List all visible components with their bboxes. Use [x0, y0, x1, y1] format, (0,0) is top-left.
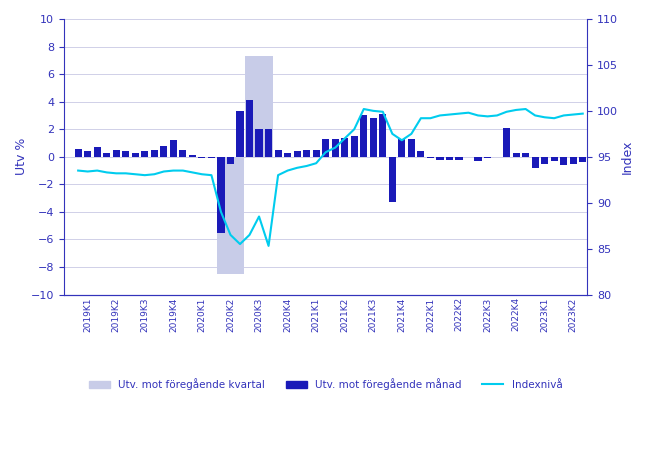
Bar	[293, 151, 300, 157]
Bar	[456, 157, 463, 160]
Bar	[217, 157, 244, 274]
Indexnivå	[160, 169, 167, 174]
Indexnivå	[369, 108, 377, 113]
Bar	[275, 150, 282, 157]
Indexnivå	[360, 106, 368, 112]
Bar	[341, 138, 349, 157]
Bar	[550, 157, 557, 161]
Bar	[436, 157, 443, 160]
Bar	[199, 157, 206, 158]
Bar	[284, 153, 291, 157]
Indexnivå	[74, 168, 82, 173]
Bar	[417, 151, 424, 157]
Indexnivå	[389, 131, 397, 137]
Bar	[313, 150, 320, 157]
Bar	[93, 147, 101, 157]
Indexnivå	[265, 243, 273, 249]
Bar	[322, 139, 329, 157]
Bar	[503, 128, 510, 157]
Bar	[570, 157, 577, 164]
Bar	[332, 139, 339, 157]
Bar	[141, 151, 149, 157]
Line: Indexnivå: Indexnivå	[78, 109, 583, 246]
Bar	[522, 153, 529, 157]
Bar	[427, 157, 434, 158]
Bar	[560, 157, 567, 165]
Bar	[532, 157, 539, 168]
Bar	[256, 129, 263, 157]
Bar	[360, 115, 367, 157]
Bar	[208, 157, 215, 158]
Y-axis label: Utv %: Utv %	[15, 138, 28, 175]
Bar	[370, 118, 377, 157]
Bar	[151, 150, 158, 157]
Bar	[389, 157, 396, 202]
Bar	[513, 153, 520, 157]
Indexnivå	[436, 113, 444, 118]
Bar	[265, 129, 272, 157]
Bar	[189, 156, 196, 157]
Bar	[446, 157, 453, 160]
Bar	[122, 151, 129, 157]
Bar	[408, 139, 415, 157]
Bar	[541, 157, 548, 164]
Bar	[350, 136, 358, 157]
Indexnivå	[579, 111, 587, 116]
Indexnivå	[274, 172, 282, 178]
Bar	[84, 151, 92, 157]
Bar	[236, 111, 243, 157]
Bar	[379, 114, 386, 157]
Bar	[484, 157, 491, 158]
Bar	[170, 140, 177, 157]
Legend: Utv. mot föregående kvartal, Utv. mot föregående månad, Indexnivå: Utv. mot föregående kvartal, Utv. mot fö…	[85, 374, 567, 394]
Bar	[579, 157, 586, 163]
Bar	[132, 153, 139, 157]
Bar	[227, 157, 234, 164]
Bar	[474, 157, 482, 161]
Bar	[160, 146, 167, 157]
Indexnivå	[398, 138, 406, 143]
Bar	[103, 153, 110, 157]
Bar	[113, 150, 120, 157]
Bar	[217, 157, 225, 232]
Bar	[245, 56, 273, 157]
Bar	[398, 139, 406, 157]
Bar	[246, 100, 253, 157]
Bar	[75, 149, 82, 157]
Bar	[303, 150, 310, 157]
Bar	[179, 150, 186, 157]
Y-axis label: Index: Index	[621, 140, 634, 174]
